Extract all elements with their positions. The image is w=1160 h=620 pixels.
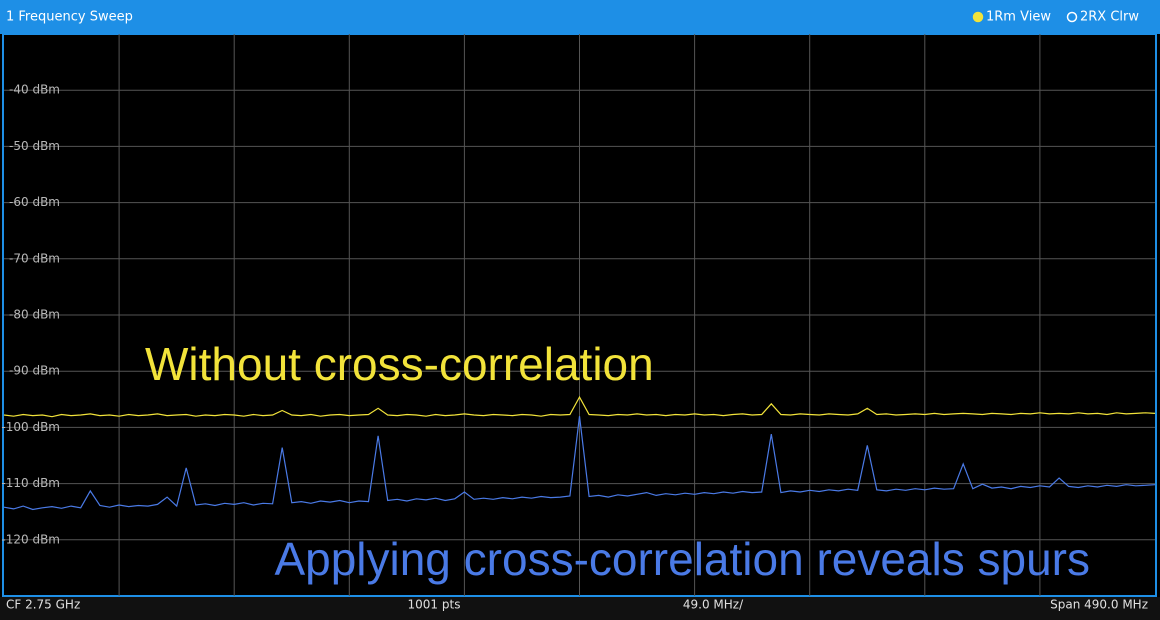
legend-marker <box>1066 11 1078 23</box>
annotation: Without cross-correlation <box>145 338 654 390</box>
legend-label: 2RX Clrw <box>1080 10 1139 25</box>
footer-label: CF 2.75 GHz <box>6 598 80 612</box>
y-tick-label: -60 dBm <box>9 195 60 209</box>
footer-label: 49.0 MHz/ <box>683 598 744 612</box>
footer-label: 1001 pts <box>408 598 461 612</box>
annotation: Applying cross-correlation reveals spurs <box>274 533 1090 585</box>
y-tick-label: -40 dBm <box>9 83 60 97</box>
footer-label: Span 490.0 MHz <box>1050 598 1148 612</box>
y-tick-label: -110 dBm <box>1 476 60 490</box>
trace <box>3 395 1156 418</box>
y-tick-label: -80 dBm <box>9 308 60 322</box>
y-tick-label: -120 dBm <box>1 532 60 546</box>
legend-label: 1Rm View <box>986 10 1051 25</box>
trace <box>3 416 1156 511</box>
y-tick-label: -70 dBm <box>9 251 60 265</box>
y-tick-label: -100 dBm <box>1 420 60 434</box>
y-tick-label: -90 dBm <box>9 364 60 378</box>
window-title: 1 Frequency Sweep <box>6 10 133 25</box>
y-tick-label: -50 dBm <box>9 139 60 153</box>
footer-bar <box>0 597 1160 620</box>
legend-marker <box>972 11 984 23</box>
title-bar <box>0 0 1160 34</box>
